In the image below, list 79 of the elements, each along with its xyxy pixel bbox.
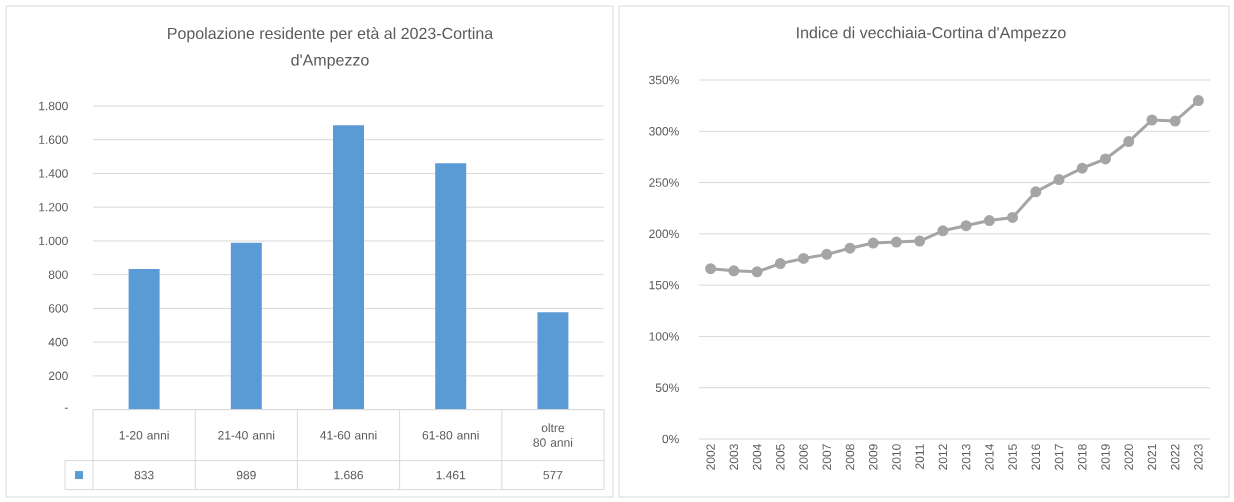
x-tick-label: 2023	[1194, 444, 1203, 470]
x-tick-label: 2006	[799, 444, 808, 470]
y-tick-label: 200%	[649, 229, 679, 239]
point	[867, 237, 879, 249]
x-tick-label: 2012	[938, 444, 948, 470]
y-tick-label: 50%	[655, 383, 679, 392]
y-tick-label: 600	[48, 304, 68, 313]
y-tick-label: 300%	[649, 127, 679, 136]
x-tick-label: 2008	[845, 444, 855, 470]
x-tick-label: 2002	[706, 444, 715, 470]
bar	[333, 125, 365, 410]
y-tick-label: 0%	[662, 434, 679, 444]
x-tick-label: 2011	[915, 444, 924, 469]
x-tick-label: 2019	[1101, 444, 1110, 470]
y-tick-label: 350%	[649, 75, 679, 85]
x-tick-label: 2020	[1124, 444, 1133, 470]
point	[1099, 153, 1111, 165]
x-tick-label: 2010	[892, 444, 901, 470]
x-tick-label: 2003	[729, 444, 739, 470]
x-tick-label: 21-40 anni	[218, 430, 275, 440]
point	[983, 215, 995, 227]
point	[1123, 136, 1135, 148]
point	[960, 220, 972, 232]
point	[914, 235, 926, 247]
x-tick-label: 2009	[868, 444, 878, 470]
data-label: 1.461	[436, 470, 466, 480]
y-tick-label: 1.200	[39, 202, 68, 212]
point	[937, 225, 949, 237]
point	[1192, 95, 1204, 107]
x-tick-label: 2005	[776, 444, 785, 470]
point	[1053, 174, 1065, 185]
point	[774, 258, 786, 270]
data-label: 1.686	[334, 470, 363, 480]
y-tick-label: 1.000	[39, 236, 68, 246]
x-tick-label: oltre 80 anni	[533, 423, 573, 447]
data-label: 577	[543, 470, 563, 480]
x-tick-label: 2013	[961, 444, 971, 470]
x-tick-label: 61-80 anni	[422, 430, 479, 440]
point	[821, 248, 833, 260]
y-tick-label: 400	[48, 337, 68, 347]
bar	[230, 242, 262, 410]
point	[890, 236, 902, 248]
y-tick-label: 200	[48, 371, 68, 381]
data-label: 989	[236, 470, 256, 480]
x-tick-label: 2014	[985, 444, 994, 470]
point	[798, 252, 810, 264]
y-tick-label: 100%	[649, 332, 679, 341]
x-tick-label: 2007	[822, 444, 832, 470]
x-tick-label: 2004	[752, 444, 762, 470]
point	[1030, 186, 1042, 198]
data-label: 833	[134, 470, 154, 480]
bar	[128, 269, 160, 410]
point	[751, 266, 763, 278]
y-tick-label: 150%	[649, 280, 679, 290]
x-tick-label: 2021	[1147, 444, 1157, 470]
bar	[435, 163, 467, 410]
y-tick-label: 1.400	[39, 169, 68, 178]
chart-title: Popolazione residente per età al 2023-Cortina d'Ampezzo	[168, 27, 494, 69]
bar	[537, 312, 569, 410]
y-tick-label: -	[64, 407, 68, 409]
x-tick-label: 2017	[1054, 444, 1064, 470]
x-tick-label: 2018	[1078, 444, 1087, 470]
point	[705, 263, 717, 275]
y-tick-label: 250%	[649, 178, 679, 187]
x-tick-label: 1-20 anni	[119, 430, 169, 440]
x-tick-label: 2015	[1008, 444, 1017, 470]
point	[1076, 162, 1088, 174]
point	[728, 265, 740, 277]
y-tick-label: 1.800	[39, 101, 68, 111]
point	[1169, 115, 1181, 127]
point	[1007, 211, 1019, 223]
point	[1146, 114, 1158, 126]
y-tick-label: 800	[48, 270, 68, 279]
x-tick-label: 41-60 anni	[320, 430, 377, 440]
point	[844, 242, 856, 254]
x-tick-label: 2016	[1031, 444, 1041, 470]
chart-title: Indice di vecchiaia-Cortina d'Ampezzo	[797, 26, 1066, 42]
x-tick-label: 2022	[1170, 444, 1180, 470]
y-tick-label: 1.600	[39, 135, 68, 144]
